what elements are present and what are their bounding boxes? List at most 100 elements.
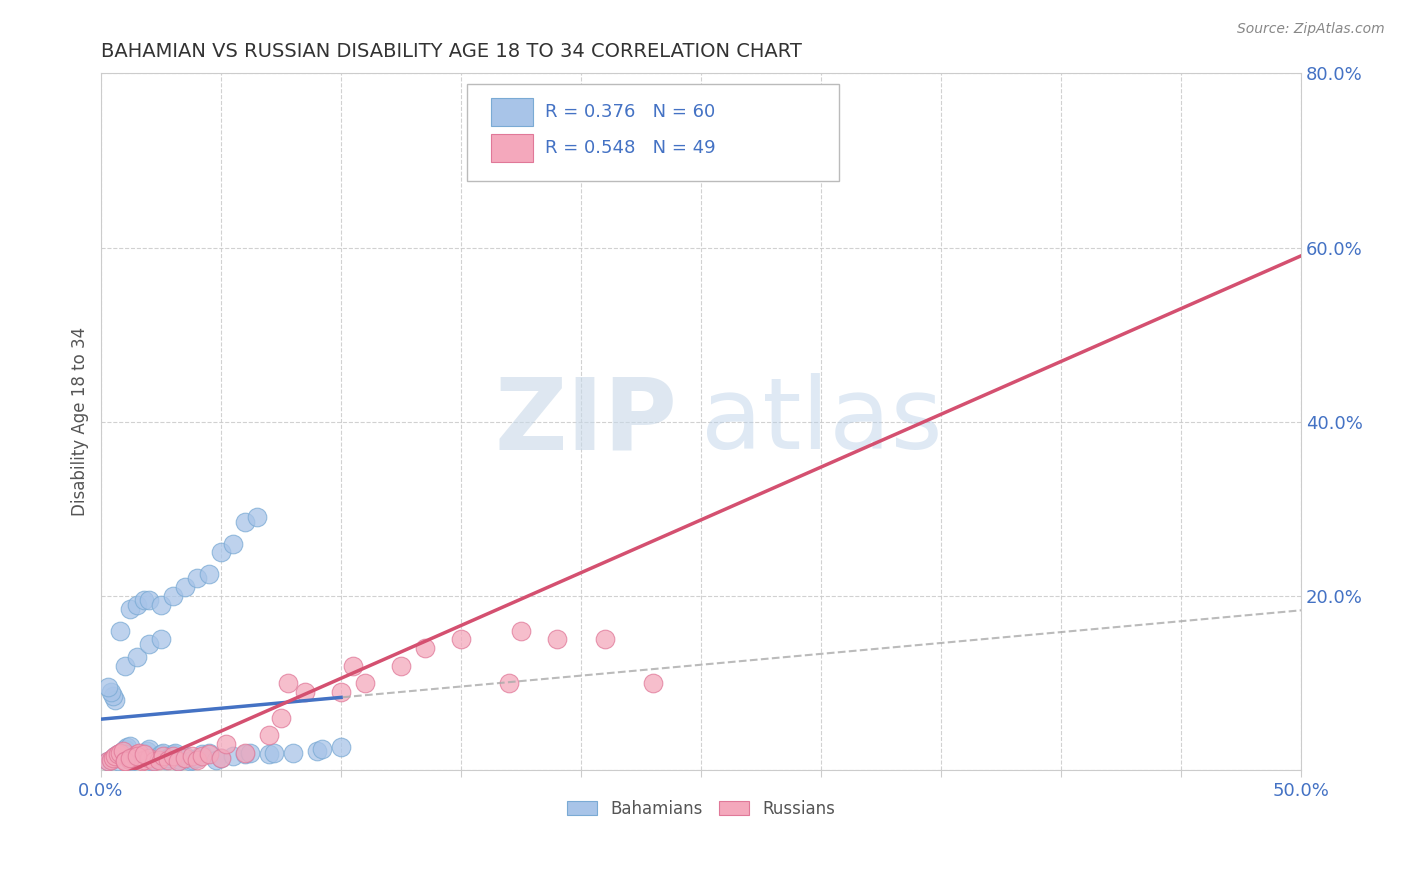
- Point: [257, 728, 280, 742]
- Point: [413, 641, 436, 656]
- Point: [118, 753, 141, 767]
- Point: [114, 747, 136, 762]
- Point: [270, 711, 292, 725]
- Text: BAHAMIAN VS RUSSIAN DISABILITY AGE 18 TO 34 CORRELATION CHART: BAHAMIAN VS RUSSIAN DISABILITY AGE 18 TO…: [101, 42, 801, 61]
- Point: [233, 515, 256, 529]
- Point: [233, 746, 256, 760]
- Point: [155, 753, 177, 767]
- Point: [162, 749, 184, 764]
- Point: [166, 754, 188, 768]
- Point: [134, 746, 156, 760]
- Point: [215, 737, 238, 751]
- Text: ZIP: ZIP: [495, 373, 678, 470]
- Point: [100, 684, 122, 698]
- Point: [101, 751, 124, 765]
- Point: [117, 740, 139, 755]
- Point: [124, 749, 146, 764]
- Point: [294, 684, 316, 698]
- Point: [125, 749, 148, 764]
- Point: [389, 658, 412, 673]
- Legend: Bahamians, Russians: Bahamians, Russians: [560, 793, 842, 824]
- Point: [125, 649, 148, 664]
- Point: [342, 658, 364, 673]
- Point: [114, 742, 136, 756]
- Point: [134, 747, 156, 762]
- Point: [148, 749, 170, 764]
- FancyBboxPatch shape: [467, 84, 839, 181]
- Point: [152, 746, 174, 760]
- Point: [111, 744, 134, 758]
- Point: [191, 747, 214, 762]
- Point: [157, 753, 180, 767]
- Point: [152, 749, 174, 764]
- Point: [510, 624, 533, 638]
- Text: R = 0.376   N = 60: R = 0.376 N = 60: [546, 103, 716, 120]
- Point: [205, 753, 228, 767]
- FancyBboxPatch shape: [491, 98, 533, 126]
- Point: [110, 624, 132, 638]
- Text: atlas: atlas: [702, 373, 942, 470]
- Point: [142, 753, 165, 767]
- Point: [209, 545, 232, 559]
- Point: [174, 749, 197, 764]
- Point: [104, 693, 127, 707]
- Point: [125, 747, 148, 762]
- Point: [172, 751, 194, 765]
- Point: [157, 751, 180, 765]
- Point: [128, 749, 150, 764]
- Point: [118, 739, 141, 753]
- Point: [311, 742, 333, 756]
- Point: [148, 753, 170, 767]
- Point: [186, 751, 208, 765]
- Point: [100, 753, 122, 767]
- Point: [546, 632, 568, 647]
- Point: [174, 751, 197, 765]
- Point: [145, 751, 167, 765]
- Point: [107, 754, 129, 768]
- Point: [110, 746, 132, 760]
- Point: [239, 746, 262, 760]
- Point: [330, 684, 353, 698]
- Point: [222, 536, 245, 550]
- Point: [181, 749, 204, 764]
- Point: [110, 746, 132, 760]
- Point: [181, 753, 204, 767]
- Point: [134, 593, 156, 607]
- Point: [104, 749, 127, 764]
- Point: [186, 753, 208, 767]
- Point: [169, 753, 191, 767]
- Point: [118, 751, 141, 765]
- Point: [124, 753, 146, 767]
- Point: [138, 593, 160, 607]
- Point: [142, 754, 165, 768]
- Point: [162, 747, 184, 762]
- Point: [186, 571, 208, 585]
- Point: [222, 749, 245, 764]
- Point: [162, 589, 184, 603]
- Point: [179, 754, 201, 768]
- Point: [498, 676, 520, 690]
- Point: [114, 754, 136, 768]
- Point: [97, 754, 120, 768]
- Point: [138, 637, 160, 651]
- Point: [166, 754, 188, 768]
- Point: [131, 754, 153, 768]
- Point: [307, 744, 329, 758]
- Y-axis label: Disability Age 18 to 34: Disability Age 18 to 34: [72, 327, 89, 516]
- Point: [277, 676, 299, 690]
- Point: [134, 753, 156, 767]
- Text: Source: ZipAtlas.com: Source: ZipAtlas.com: [1237, 22, 1385, 37]
- Point: [131, 747, 153, 762]
- Point: [738, 153, 761, 168]
- Point: [128, 746, 150, 760]
- Point: [643, 676, 665, 690]
- Point: [593, 632, 616, 647]
- Point: [107, 747, 129, 762]
- Point: [114, 658, 136, 673]
- Point: [97, 754, 120, 768]
- Point: [101, 751, 124, 765]
- Point: [150, 598, 173, 612]
- Point: [125, 598, 148, 612]
- Point: [138, 742, 160, 756]
- Point: [209, 751, 232, 765]
